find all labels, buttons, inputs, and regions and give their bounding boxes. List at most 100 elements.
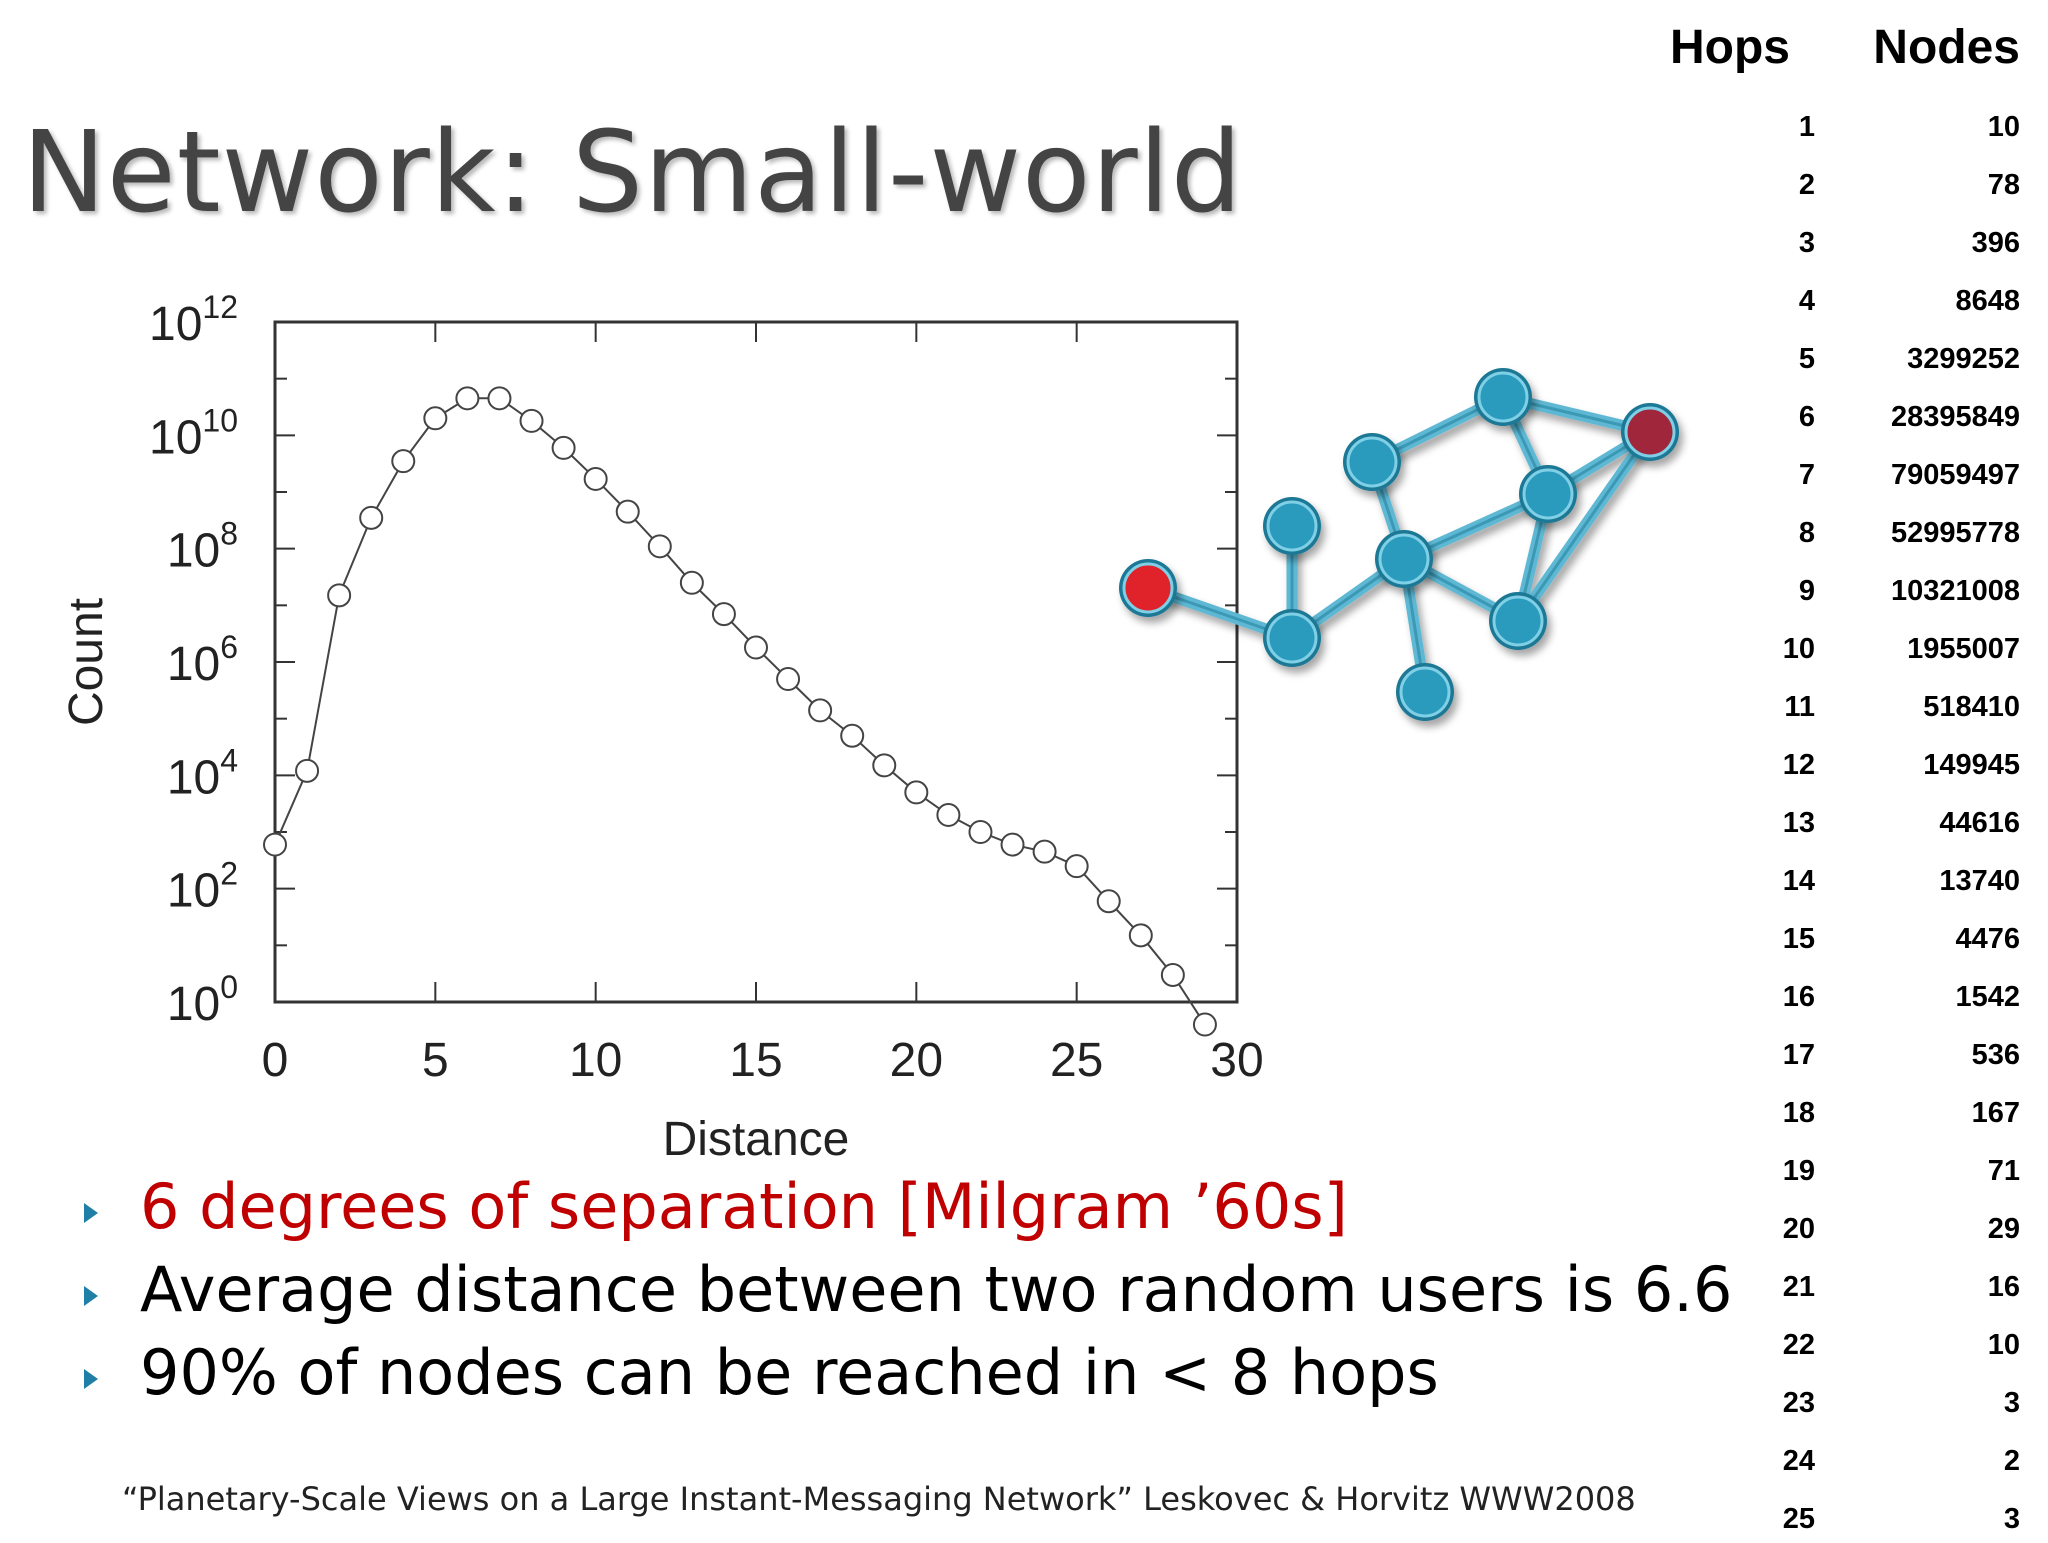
network-edge [1398,553,1524,627]
network-edge-core [1371,395,1504,464]
data-point [711,602,736,627]
hops-cell: 1 [1798,111,1815,143]
hops-cell: 17 [1782,1039,1815,1071]
data-point [776,667,801,692]
nodes-cell: 3 [2003,1387,2020,1419]
y-axis-label: Count [60,598,113,726]
network-node [1477,371,1529,423]
nodes-cell: 44616 [1939,807,2020,839]
triangle-bullet-icon [84,1203,98,1223]
bullet-text: 90% of nodes can be reached in < 8 hops [140,1336,1439,1409]
nodes-cell: 52995778 [1890,517,2020,549]
data-point [904,780,929,805]
table-row: 17 536 [1640,1021,2020,1079]
hops-cell: 4 [1798,285,1815,317]
data-point [551,435,576,460]
series-line [274,397,1206,1026]
distance-count-chart: 0 5 10 15 20 25 30 100 102 104 106 108 1010 1012 Dis… [60,289,1264,1166]
nodes-cell: 16 [1987,1271,2020,1303]
data-point [583,466,608,491]
triangle-bullet-icon [84,1286,98,1306]
data-point [519,408,544,433]
nodes-cell: 78 [1987,169,2020,201]
hops-cell: 15 [1782,923,1815,955]
hops-cell: 8 [1798,517,1815,549]
nodes-cell: 1542 [1955,981,2020,1013]
data-point [359,505,384,530]
nodes-cell: 149945 [1923,749,2020,781]
network-edge [1512,488,1554,627]
hops-cell: 16 [1782,981,1815,1013]
table-row: 23 3 [1640,1369,2020,1427]
nodes-cell: 28395849 [1890,401,2020,433]
hops-cell: 3 [1798,227,1815,259]
nodes-cell: 3299252 [1907,343,2020,375]
hops-cell: 19 [1782,1155,1815,1187]
network-node [1378,533,1430,585]
bullet-text: 6 degrees of separation [Milgram ’60s] [140,1170,1348,1243]
x-tick-label: 15 [729,1034,782,1087]
plot-frame [273,320,1239,1004]
network-edge [1497,391,1656,438]
y-tick-label: 1010 [149,402,238,464]
nodes-cell: 3 [2003,1503,2020,1535]
nodes-header: Nodes [1873,21,2020,74]
hops-cell: 22 [1782,1329,1815,1361]
table-row: 11 518410 [1640,673,2020,731]
table-row: 7 79059497 [1640,441,2020,499]
data-point [840,723,865,748]
table-row: 24 2 [1640,1427,2020,1485]
x-axis-label: Distance [663,1113,850,1166]
x-tick-label: 25 [1050,1034,1103,1087]
table-row: 22 10 [1640,1311,2020,1369]
network-edge-core [1516,493,1550,622]
data-point [1064,854,1089,879]
data-point [808,698,833,723]
nodes-cell: 10321008 [1890,575,2020,607]
y-tick-label: 1012 [149,289,238,351]
data-point [327,583,352,608]
data-point [1192,1012,1217,1037]
bullet-list: 6 degrees of separation [Milgram ’60s] A… [80,1170,1780,1419]
nodes-cell: 1955007 [1907,633,2020,665]
y-tick-label: 108 [167,516,238,578]
hops-cell: 7 [1798,459,1815,491]
table-row: 18 167 [1640,1079,2020,1137]
x-tick-label: 20 [890,1034,943,1087]
data-point [391,449,416,474]
network-edge [1366,456,1410,565]
network-node [1346,436,1398,488]
table-row: 21 16 [1640,1253,2020,1311]
x-axis-ticks: 0 5 10 15 20 25 30 [262,322,1264,1087]
network-edge [1398,553,1431,698]
table-row: 6 28395849 [1640,383,2020,441]
nodes-cell: 13740 [1939,865,2020,897]
nodes-cell: 10 [1987,111,2020,143]
network-edge-core [1403,492,1549,561]
network-edge-core [1291,557,1405,640]
bullet-item: 6 degrees of separation [Milgram ’60s] [80,1170,1780,1253]
network-node-ring [1489,592,1547,650]
data-point [295,758,320,783]
data-point [1128,923,1153,948]
table-row: 19 71 [1640,1137,2020,1195]
nodes-cell: 518410 [1923,691,2020,723]
table-row: 2 78 [1640,151,2020,209]
hop-table-rows: 1 10 2 78 3 396 4 8648 5 3299252 6 28395849 7 7905949… [1640,93,2020,1543]
nodes-cell: 4476 [1955,923,2020,955]
network-edge [1497,391,1554,500]
x-tick-label: 10 [569,1034,622,1087]
nodes-cell: 10 [1987,1329,2020,1361]
bullet-item: 90% of nodes can be reached in < 8 hops [80,1336,1780,1419]
nodes-cell: 396 [1971,227,2020,259]
network-node-ring [1474,368,1532,426]
network-node [1492,595,1544,647]
table-row: 15 4476 [1640,905,2020,963]
table-row: 20 29 [1640,1195,2020,1253]
bullet-item: Average distance between two random user… [80,1253,1780,1336]
hops-header: Hops [1670,21,1790,74]
network-node-ring [1375,530,1433,588]
nodes-cell: 29 [1987,1213,2020,1245]
y-tick-label: 100 [167,969,238,1031]
data-point [872,753,897,778]
